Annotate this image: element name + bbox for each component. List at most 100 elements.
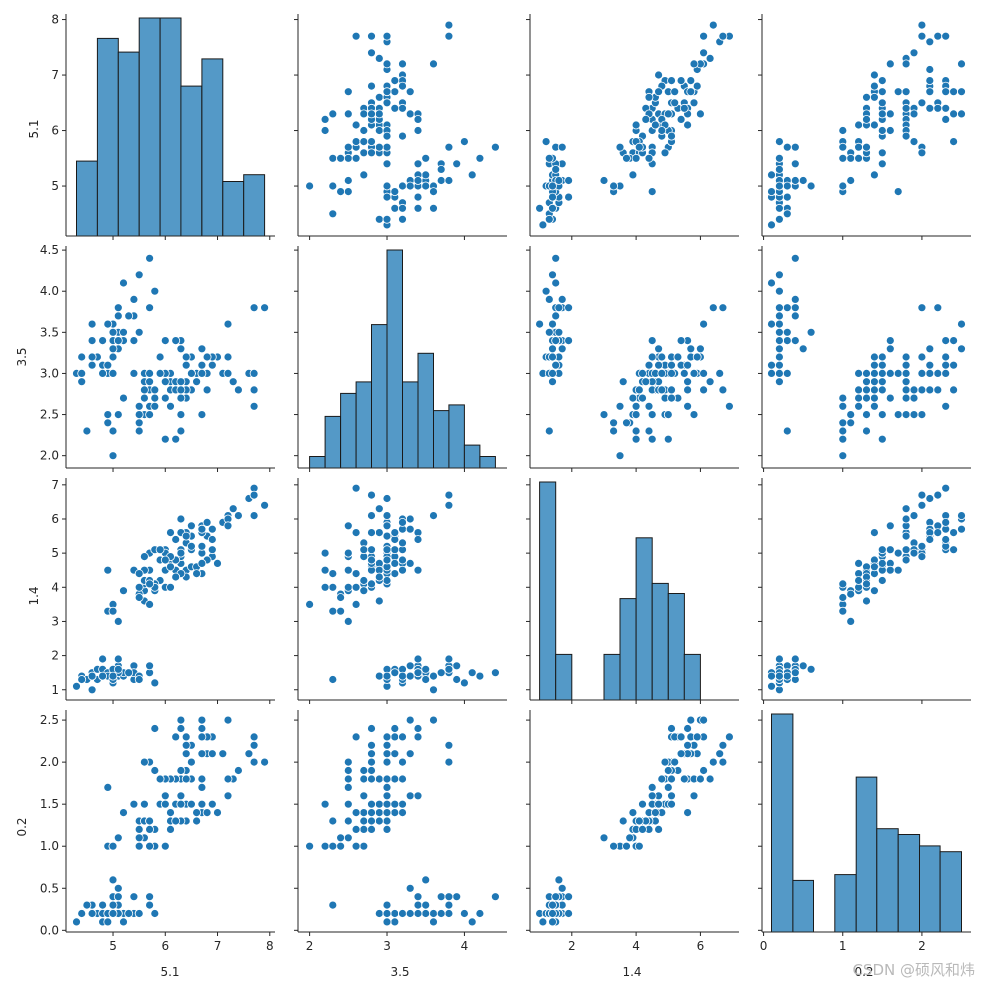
scatter-point	[160, 377, 170, 387]
scatter-point	[901, 103, 911, 113]
scatter-point	[382, 671, 392, 681]
scatter-point	[343, 153, 353, 163]
scatter-point	[917, 490, 927, 500]
scatter-point	[213, 808, 222, 817]
scatter-point	[367, 724, 376, 733]
scatter-point	[320, 582, 330, 592]
scatter-point	[705, 54, 715, 63]
scatter-point	[186, 368, 196, 378]
scatter-point	[538, 917, 548, 927]
scatter-point	[790, 294, 800, 304]
scatter-point	[877, 410, 887, 420]
scatter-point	[877, 159, 887, 169]
scatter-point	[398, 59, 407, 69]
scatter-point	[901, 360, 911, 370]
scatter-point	[767, 368, 776, 378]
scatter-point	[957, 59, 966, 69]
scatter-point	[692, 352, 702, 362]
scatter-point	[113, 654, 123, 664]
scatter-point	[367, 579, 376, 589]
scatter-point	[108, 368, 118, 378]
scatter-point	[901, 514, 911, 524]
hist-bar	[324, 415, 342, 469]
scatter-point	[877, 352, 887, 362]
scatter-point	[767, 671, 776, 681]
scatter-point	[320, 565, 330, 575]
scatter-point	[699, 368, 708, 378]
scatter-point	[877, 385, 887, 395]
scatter-point	[320, 841, 330, 851]
scatter-point	[119, 327, 128, 337]
scatter-point	[103, 319, 113, 329]
scatter-point	[957, 344, 966, 354]
scatter-point	[870, 92, 879, 102]
scatter-point	[798, 344, 808, 354]
scatter-point	[103, 783, 113, 792]
scatter-point	[647, 187, 657, 197]
scatter-point	[925, 535, 935, 544]
scatter-point	[405, 514, 415, 524]
scatter-point	[228, 504, 238, 514]
scatter-point	[676, 749, 686, 759]
scatter-point	[782, 209, 792, 219]
scatter-point	[343, 521, 353, 531]
scatter-point	[176, 377, 186, 387]
scatter-point	[775, 214, 784, 224]
scatter-point	[551, 311, 561, 321]
scatter-point	[367, 490, 376, 500]
scatter-point	[367, 31, 376, 41]
scatter-point	[775, 181, 784, 191]
scatter-point	[673, 352, 683, 362]
scatter-point	[782, 426, 792, 436]
scatter-point	[715, 749, 725, 759]
scatter-point	[421, 900, 431, 910]
scatter-point	[775, 203, 784, 213]
scatter-point	[367, 545, 376, 555]
scatter-point	[145, 816, 155, 826]
scatter-point	[359, 109, 369, 119]
scatter-point	[390, 774, 400, 784]
scatter-point	[901, 352, 911, 362]
scatter-point	[382, 825, 392, 834]
scatter-point	[838, 434, 848, 444]
scatter-point	[197, 774, 207, 784]
hist-bar	[340, 392, 357, 469]
scatter-point	[957, 524, 966, 534]
y-tick-label: 2.0	[40, 449, 59, 463]
scatter-point	[192, 816, 202, 826]
scatter-point	[374, 808, 384, 817]
scatter-point	[548, 377, 557, 387]
scatter-point	[548, 352, 557, 362]
scatter-point	[343, 816, 353, 826]
y-tick-label: 8	[51, 13, 59, 27]
y-tick-label: 2.5	[40, 713, 59, 727]
scatter-point	[405, 749, 415, 759]
scatter-point	[870, 360, 879, 370]
scatter-point	[686, 87, 696, 97]
scatter-point	[862, 92, 871, 102]
scatter-point	[413, 535, 423, 544]
scatter-point	[782, 368, 792, 378]
scatter-point	[359, 137, 369, 147]
scatter-point	[775, 319, 784, 329]
scatter-point	[171, 732, 181, 742]
scatter-point	[641, 377, 651, 387]
scatter-point	[197, 360, 207, 370]
scatter-point	[548, 900, 557, 910]
scatter-point	[305, 841, 315, 851]
scatter-point	[260, 757, 270, 767]
scatter-point	[941, 336, 951, 346]
x-tick-label: 2	[306, 939, 314, 953]
scatter-point	[367, 757, 376, 767]
scatter-point	[359, 126, 369, 135]
scatter-point	[909, 109, 919, 119]
scatter-point	[186, 757, 196, 767]
scatter-point	[660, 148, 670, 158]
scatter-point	[382, 740, 392, 750]
scatter-point	[893, 187, 903, 197]
scatter-point	[557, 294, 567, 304]
scatter-point	[134, 909, 144, 918]
scatter-point	[139, 757, 149, 767]
scatter-point	[421, 675, 431, 684]
scatter-point	[718, 740, 728, 750]
